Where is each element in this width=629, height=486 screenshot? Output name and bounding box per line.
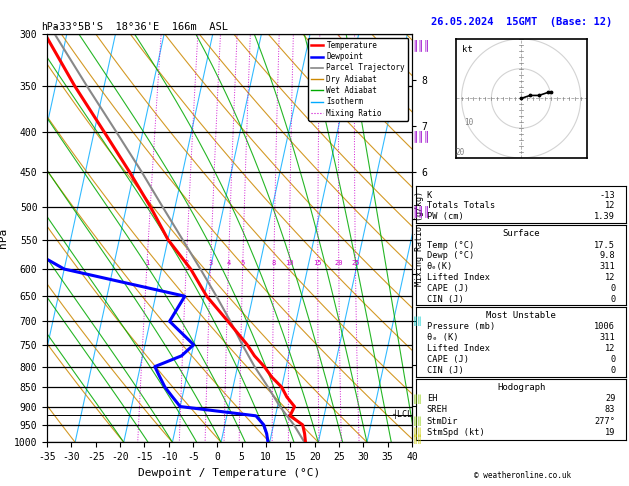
- Text: 10: 10: [465, 118, 474, 127]
- Text: CAPE (J): CAPE (J): [427, 284, 469, 293]
- Text: Lifted Index: Lifted Index: [427, 273, 490, 282]
- Text: 20: 20: [455, 148, 465, 157]
- Text: 12: 12: [605, 273, 615, 282]
- Text: 277°: 277°: [594, 417, 615, 426]
- Text: Dewp (°C): Dewp (°C): [427, 251, 474, 260]
- Text: ┤LCL: ┤LCL: [392, 410, 412, 419]
- Text: SREH: SREH: [427, 405, 448, 414]
- Text: CIN (J): CIN (J): [427, 295, 464, 304]
- Text: 20: 20: [335, 260, 343, 266]
- Text: CIN (J): CIN (J): [427, 366, 464, 375]
- Text: 1: 1: [145, 260, 149, 266]
- Text: 5: 5: [241, 260, 245, 266]
- Text: 3: 3: [208, 260, 213, 266]
- Text: 2: 2: [184, 260, 189, 266]
- Text: 4: 4: [226, 260, 231, 266]
- Text: K: K: [427, 191, 432, 200]
- Text: 12: 12: [605, 201, 615, 210]
- Text: 15: 15: [313, 260, 322, 266]
- Text: CAPE (J): CAPE (J): [427, 355, 469, 364]
- Text: ║║║: ║║║: [413, 39, 430, 51]
- Text: 0: 0: [610, 295, 615, 304]
- Text: ║║: ║║: [413, 427, 423, 437]
- Text: ║║║: ║║║: [413, 205, 430, 217]
- Text: ║║║: ║║║: [413, 130, 430, 142]
- Text: 83: 83: [605, 405, 615, 414]
- Text: kt: kt: [462, 45, 472, 54]
- Text: 10: 10: [285, 260, 293, 266]
- Text: θₑ(K): θₑ(K): [427, 262, 453, 271]
- Y-axis label: hPa: hPa: [0, 228, 8, 248]
- Text: 12: 12: [605, 344, 615, 353]
- Text: PW (cm): PW (cm): [427, 212, 464, 222]
- Y-axis label: km
ASL: km ASL: [430, 229, 451, 247]
- Text: -33°5B'S  18°36'E  166m  ASL: -33°5B'S 18°36'E 166m ASL: [53, 22, 228, 32]
- Text: 29: 29: [605, 394, 615, 403]
- Text: 26.05.2024  15GMT  (Base: 12): 26.05.2024 15GMT (Base: 12): [430, 17, 612, 27]
- Text: 0: 0: [610, 284, 615, 293]
- Text: Pressure (mb): Pressure (mb): [427, 322, 495, 331]
- Text: ║║: ║║: [413, 394, 423, 404]
- Text: 0: 0: [610, 366, 615, 375]
- Text: θₑ (K): θₑ (K): [427, 333, 459, 342]
- Text: 19: 19: [605, 428, 615, 437]
- Text: Temp (°C): Temp (°C): [427, 241, 474, 250]
- Text: Hodograph: Hodograph: [497, 383, 545, 392]
- Text: 9.8: 9.8: [599, 251, 615, 260]
- Legend: Temperature, Dewpoint, Parcel Trajectory, Dry Adiabat, Wet Adiabat, Isotherm, Mi: Temperature, Dewpoint, Parcel Trajectory…: [308, 38, 408, 121]
- Text: Totals Totals: Totals Totals: [427, 201, 495, 210]
- Text: -13: -13: [599, 191, 615, 200]
- Text: 25: 25: [351, 260, 360, 266]
- X-axis label: Dewpoint / Temperature (°C): Dewpoint / Temperature (°C): [138, 468, 321, 478]
- Text: 311: 311: [599, 333, 615, 342]
- Text: hPa: hPa: [41, 22, 58, 32]
- Text: EH: EH: [427, 394, 437, 403]
- Text: StmSpd (kt): StmSpd (kt): [427, 428, 484, 437]
- Text: Mixing Ratio (g/kg): Mixing Ratio (g/kg): [415, 191, 424, 286]
- Text: ║║: ║║: [413, 434, 423, 444]
- Text: Lifted Index: Lifted Index: [427, 344, 490, 353]
- Text: ║║: ║║: [413, 316, 423, 326]
- Text: 17.5: 17.5: [594, 241, 615, 250]
- Text: Most Unstable: Most Unstable: [486, 311, 556, 320]
- Text: 1.39: 1.39: [594, 212, 615, 222]
- Text: StmDir: StmDir: [427, 417, 459, 426]
- Text: © weatheronline.co.uk: © weatheronline.co.uk: [474, 471, 571, 480]
- Text: 311: 311: [599, 262, 615, 271]
- Text: 1006: 1006: [594, 322, 615, 331]
- Text: 0: 0: [610, 355, 615, 364]
- Text: ║║: ║║: [413, 417, 423, 426]
- Text: Surface: Surface: [503, 229, 540, 238]
- Text: 8: 8: [272, 260, 276, 266]
